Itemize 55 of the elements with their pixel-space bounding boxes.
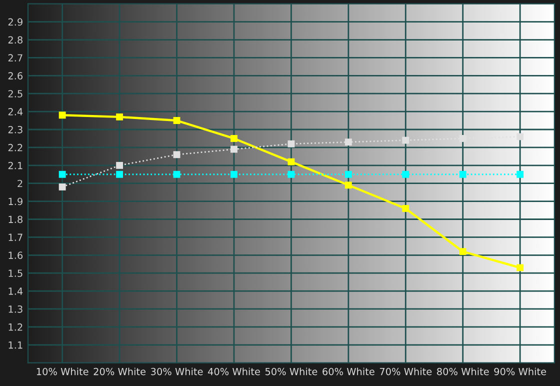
- point: [288, 140, 295, 148]
- point: [459, 170, 466, 178]
- y-tick-label: 2.8: [8, 36, 22, 44]
- x-tick-label: 70% White: [380, 368, 432, 376]
- y-tick-label: 1.5: [8, 270, 22, 277]
- point: [58, 112, 66, 119]
- point: [402, 205, 410, 212]
- x-tick-label: 90% White: [494, 368, 546, 376]
- y-tick-label: 2: [18, 180, 22, 188]
- point: [173, 170, 180, 178]
- y-tick-label: 2.9: [8, 18, 22, 26]
- point: [58, 170, 66, 178]
- y-tick-label: 1.8: [8, 216, 22, 224]
- x-tick-label: 60% White: [322, 368, 374, 376]
- point: [173, 151, 180, 158]
- y-tick-label: 2.2: [8, 144, 22, 152]
- point: [459, 248, 466, 256]
- y-tick-label: 2.1: [8, 162, 22, 170]
- point: [344, 170, 352, 178]
- point: [402, 170, 410, 178]
- y-tick-label: 1.4: [8, 288, 23, 295]
- x-tick-label: 40% White: [208, 368, 260, 376]
- y-tick-label: 1.6: [8, 252, 23, 259]
- point: [344, 138, 352, 146]
- point: [516, 264, 524, 272]
- point: [173, 117, 180, 124]
- point: [516, 170, 524, 178]
- x-tick-label: 50% White: [265, 368, 318, 376]
- point: [116, 113, 124, 120]
- y-tick-label: 1.2: [8, 323, 22, 331]
- x-tick-label: 30% White: [151, 368, 203, 376]
- point: [288, 158, 295, 166]
- x-tick-label: 20% White: [94, 368, 146, 376]
- point: [116, 162, 124, 169]
- y-tick-label: 2.7: [8, 54, 22, 62]
- y-tick-label: 1.1: [8, 341, 22, 349]
- point: [58, 183, 66, 190]
- point: [230, 170, 238, 178]
- x-tick-label: 10% White: [36, 368, 88, 376]
- y-tick-label: 2.3: [8, 126, 22, 134]
- point: [402, 136, 410, 144]
- point: [230, 146, 238, 153]
- point: [230, 135, 238, 142]
- y-tick-label: 1.7: [8, 234, 22, 241]
- point: [288, 170, 295, 178]
- y-tick-label: 2.6: [8, 72, 23, 80]
- point: [344, 182, 352, 189]
- y-tick-label: 2.4: [8, 108, 23, 116]
- point: [516, 133, 524, 140]
- y-tick-label: 1.3: [8, 305, 22, 313]
- y-tick-label: 2.5: [8, 90, 22, 98]
- x-tick-label: 80% White: [437, 368, 489, 376]
- point: [459, 135, 466, 142]
- point: [116, 170, 124, 178]
- y-tick-label: 1.9: [8, 198, 22, 206]
